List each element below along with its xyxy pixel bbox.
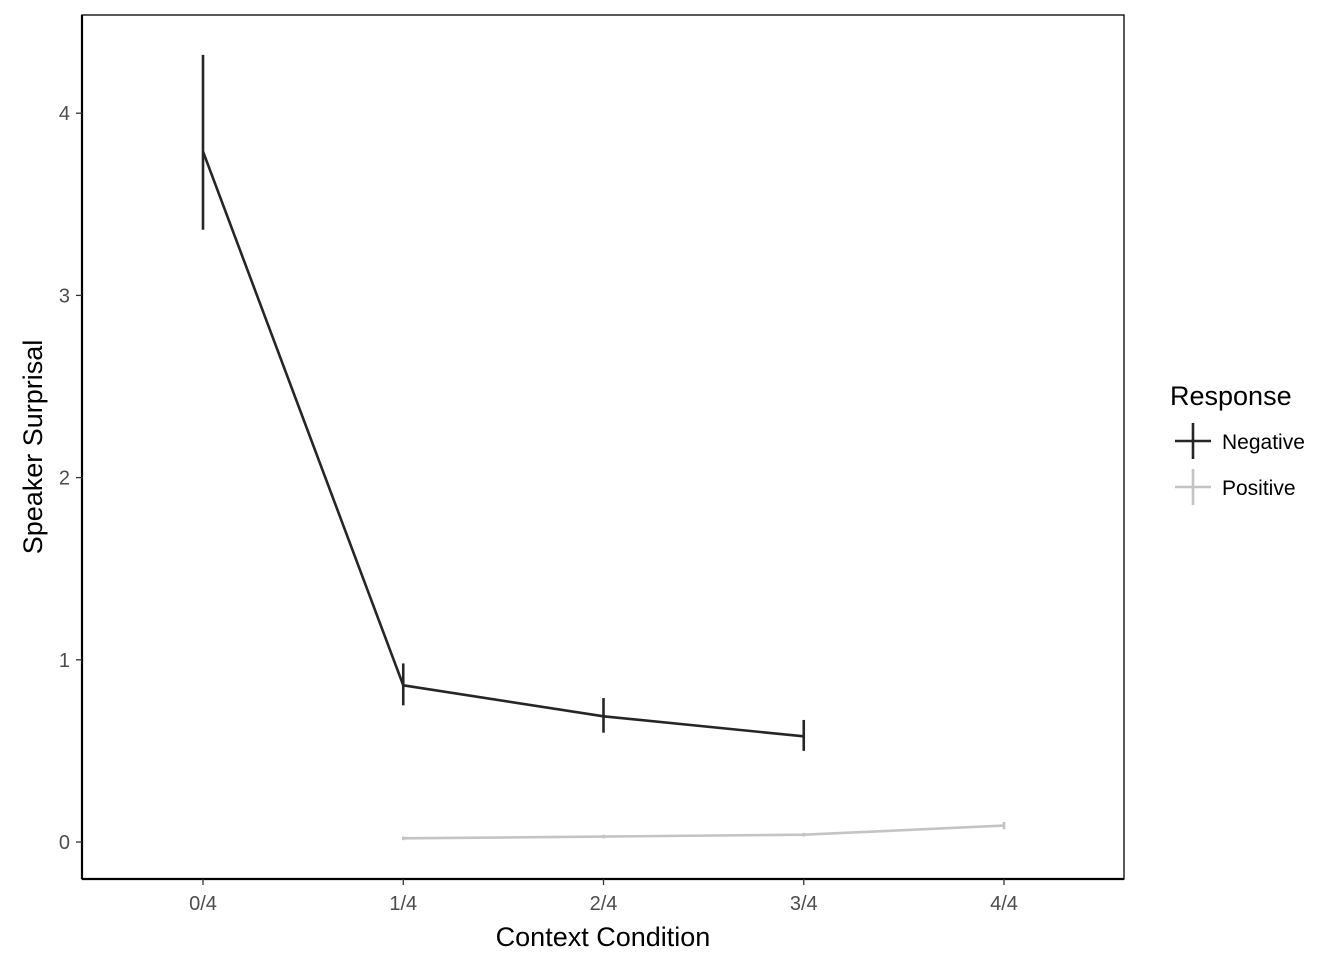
x-tick-label: 2/4 [590, 893, 618, 915]
y-tick-label: 4 [59, 103, 70, 125]
y-axis-title: Speaker Surprisal [18, 340, 48, 555]
y-tick-label: 3 [59, 285, 70, 307]
legend-title: Response [1170, 381, 1292, 411]
x-tick-label: 3/4 [790, 893, 818, 915]
x-axis-ticks: 0/4 1/4 2/4 3/4 4/4 [189, 879, 1018, 915]
y-tick-label: 1 [59, 650, 70, 672]
y-tick-label: 0 [59, 832, 70, 854]
legend-item-positive: Positive [1175, 469, 1296, 505]
legend-label: Negative [1222, 431, 1305, 454]
x-tick-label: 0/4 [189, 893, 217, 915]
series-layer [201, 54, 1006, 841]
x-tick-label: 4/4 [990, 893, 1018, 915]
legend-item-negative: Negative [1175, 423, 1305, 459]
x-tick-label: 1/4 [389, 893, 417, 915]
y-axis-ticks: 0 1 2 3 4 [59, 103, 82, 854]
series-line-positive [403, 824, 1005, 840]
legend: Response Negative Positive [1170, 381, 1305, 505]
x-axis-title: Context Condition [496, 922, 711, 952]
legend-label: Positive [1222, 477, 1296, 500]
plot-panel [81, 14, 1125, 880]
y-tick-label: 2 [59, 468, 70, 490]
series-line-negative [201, 151, 804, 738]
